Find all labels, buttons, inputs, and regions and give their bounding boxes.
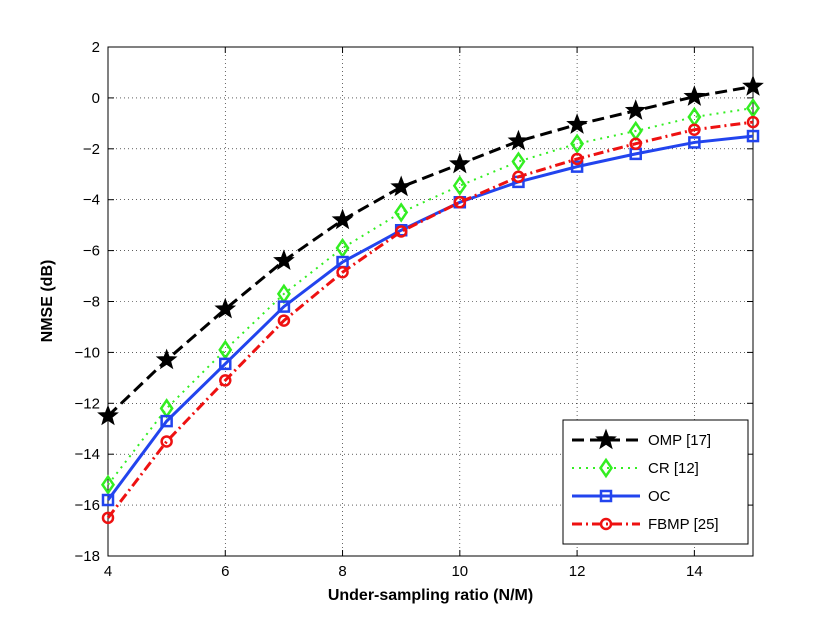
x-tick-label: 4 [104, 563, 112, 580]
data-point-marker [101, 511, 115, 525]
series-fbmp-25 [101, 115, 760, 525]
legend-marker [599, 517, 613, 531]
data-point-marker [452, 175, 467, 196]
x-tick-label: 6 [221, 563, 229, 580]
legend-label: OC [648, 488, 671, 505]
legend-label: OMP [17] [648, 432, 711, 449]
data-point-marker [448, 152, 471, 174]
x-tick-label: 8 [338, 563, 346, 580]
data-point-marker [742, 75, 764, 96]
data-point-marker [277, 314, 291, 327]
legend: OMP [17] CR [12] OC FBMP [25] [562, 419, 749, 545]
data-point-marker [570, 160, 584, 173]
series-line [106, 120, 754, 519]
y-axis-label: NMSE (dB) [39, 260, 56, 343]
legend-marker [598, 457, 614, 479]
data-point-marker [394, 225, 408, 238]
data-point-marker [394, 202, 409, 223]
data-point-marker [277, 300, 291, 313]
data-point-marker [390, 175, 413, 197]
data-point-marker [566, 113, 588, 134]
data-point-marker [219, 357, 232, 371]
data-point-marker [335, 237, 350, 259]
data-point-marker [688, 136, 701, 149]
data-point-marker [214, 297, 237, 319]
axis-ticks: 4 6 8 10 12 14 2 0 −2 −4 −6 −8 −10 −12 −14 −16 −18 [75, 39, 753, 580]
data-point-marker [273, 249, 295, 271]
data-point-marker [160, 435, 173, 448]
x-axis-label: Under-sampling ratio (N/M) [328, 587, 533, 604]
data-point-marker [219, 374, 232, 387]
y-tick-label: 2 [92, 39, 100, 56]
x-tick-label: 10 [451, 563, 468, 580]
data-point-marker [100, 474, 116, 495]
y-tick-label: −4 [83, 192, 100, 209]
series-line [107, 107, 754, 486]
legend-label: CR [12] [648, 460, 699, 477]
data-point-marker [160, 414, 173, 428]
data-point-marker [629, 137, 642, 150]
y-tick-label: 0 [92, 90, 100, 107]
data-point-marker [453, 195, 467, 209]
data-point-marker [159, 398, 174, 419]
data-point-marker [155, 348, 178, 370]
data-point-marker [688, 123, 701, 136]
legend-label: FBMP [25] [648, 516, 719, 533]
y-tick-label: −10 [75, 344, 100, 361]
data-point-marker [511, 151, 526, 172]
y-tick-label: −16 [75, 497, 100, 514]
y-tick-label: −2 [83, 141, 100, 158]
data-point-marker [507, 129, 530, 151]
legend-entries: OMP [17] CR [12] OC FBMP [25] [572, 428, 719, 533]
data-point-marker [746, 129, 760, 143]
series-line [106, 84, 754, 418]
data-series [97, 75, 764, 525]
x-tick-label: 14 [686, 563, 703, 580]
data-point-marker [570, 152, 584, 166]
y-tick-label: −8 [83, 294, 100, 311]
x-tick-label: 12 [569, 563, 586, 580]
data-point-marker [683, 85, 706, 106]
y-tick-label: −14 [75, 446, 100, 463]
data-point-marker [746, 115, 760, 129]
data-point-marker [624, 99, 647, 120]
data-point-marker [336, 265, 349, 279]
y-tick-label: −6 [83, 243, 100, 260]
y-tick-label: −18 [75, 548, 100, 565]
data-point-marker [570, 133, 585, 154]
legend-marker [595, 428, 617, 450]
data-point-marker [101, 493, 115, 507]
y-tick-label: −12 [75, 395, 100, 412]
data-point-marker [512, 170, 525, 184]
legend-marker [599, 489, 613, 503]
data-point-marker [97, 404, 119, 426]
data-point-marker [331, 208, 354, 230]
series-omp-17 [97, 75, 764, 426]
